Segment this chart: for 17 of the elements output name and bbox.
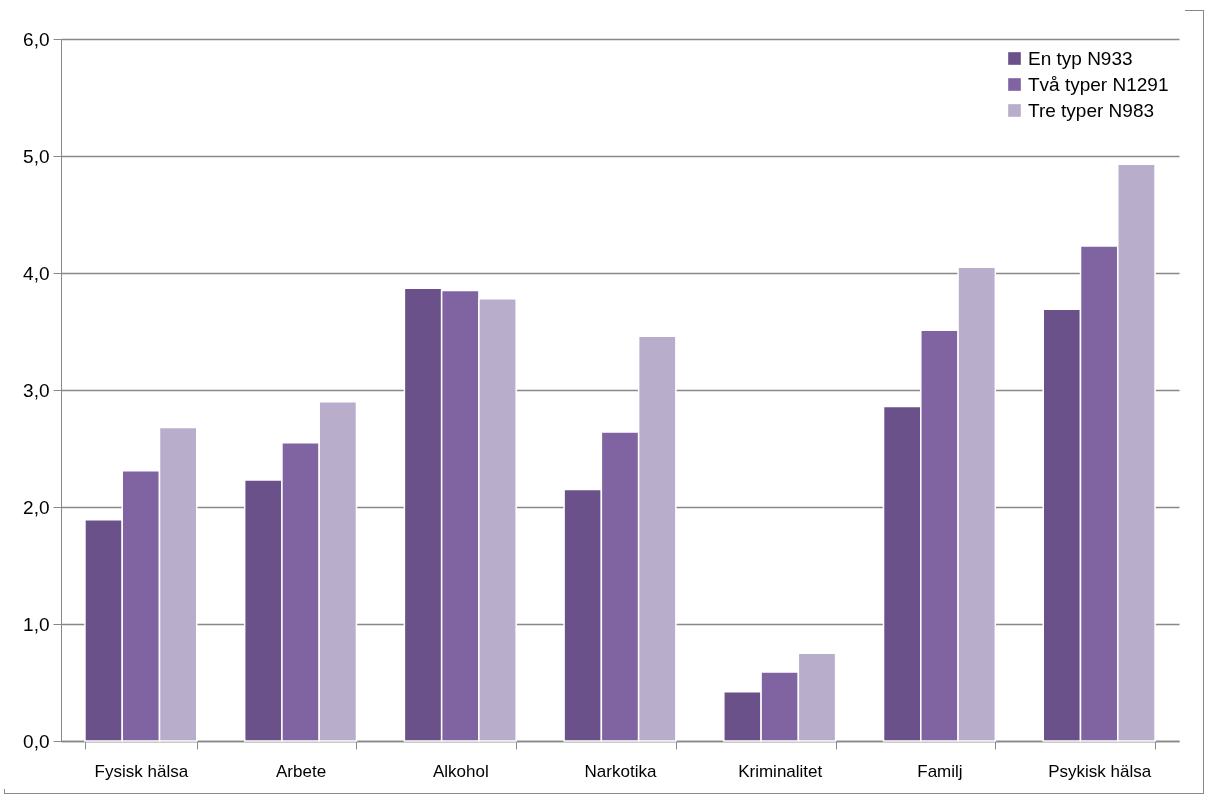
y-tick-label: 6,0 [23, 28, 50, 50]
y-tick-label: 5,0 [23, 145, 50, 167]
y-tick-label: 1,0 [23, 613, 50, 635]
legend-label: En typ N933 [1028, 47, 1133, 69]
x-tick-label: Kriminalitet [738, 761, 823, 781]
y-tick-label: 0,0 [23, 730, 50, 752]
legend-label: Två typer N1291 [1028, 73, 1169, 95]
x-tick-label: Alkohol [432, 761, 489, 781]
x-tick-label: Arbete [276, 761, 327, 781]
legend-label: Tre typer N983 [1028, 99, 1155, 121]
y-tick-label: 2,0 [23, 496, 50, 518]
x-tick-label: Fysisk hälsa [94, 761, 189, 781]
y-tick-label: 4,0 [23, 262, 50, 284]
x-tick-label: Narkotika [584, 761, 657, 781]
y-tick-label: 3,0 [23, 379, 50, 401]
x-tick-label: Psykisk hälsa [1048, 761, 1152, 781]
x-tick-label: Familj [917, 761, 963, 781]
